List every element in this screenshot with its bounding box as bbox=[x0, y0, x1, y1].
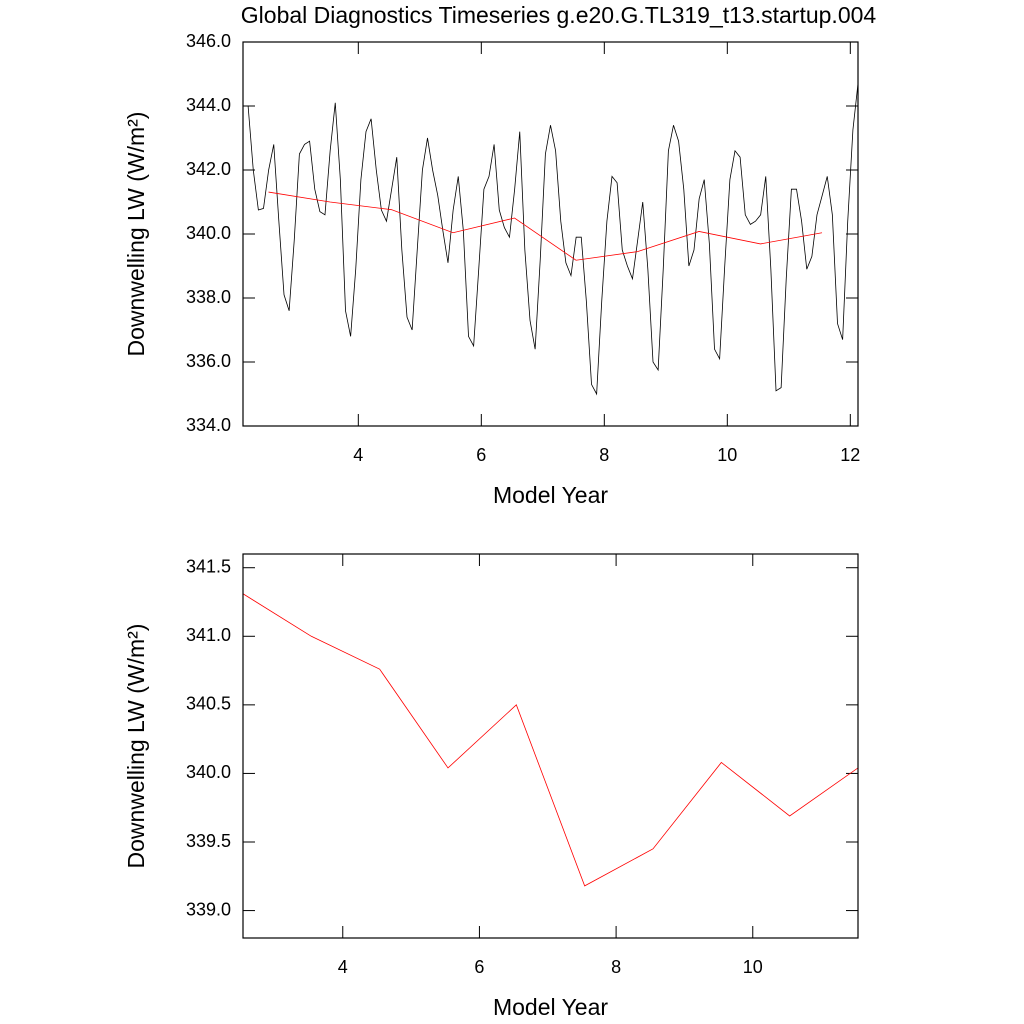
panel: Model Year Downwelling LW (W/m²) 339.0 339.… bbox=[123, 553, 859, 1020]
x-tick-label: 10 bbox=[717, 445, 737, 465]
x-tick-label: 8 bbox=[599, 445, 609, 465]
series-line bbox=[268, 191, 823, 261]
plot-frame bbox=[242, 41, 859, 427]
y-tick-label: 339.5 bbox=[186, 831, 231, 851]
y-tick-label: 340.0 bbox=[186, 762, 231, 782]
y-tick-label: 342.0 bbox=[186, 159, 231, 179]
chart-title: Global Diagnostics Timeseries g.e20.G.TL… bbox=[241, 2, 877, 28]
y-axis-label: Downwelling LW (W/m²) bbox=[123, 624, 149, 869]
y-tick-label: 346.0 bbox=[186, 31, 231, 51]
y-tick-label: 338.0 bbox=[186, 287, 231, 307]
x-tick-label: 10 bbox=[743, 957, 763, 977]
panel: Global Diagnostics Timeseries g.e20.G.TL… bbox=[123, 2, 876, 508]
x-tick-label: 12 bbox=[840, 445, 860, 465]
y-tick-label: 340.0 bbox=[186, 223, 231, 243]
series-line bbox=[243, 83, 858, 396]
y-tick-label: 340.5 bbox=[186, 694, 231, 714]
plot-frame bbox=[242, 553, 859, 939]
x-tick-label: 6 bbox=[476, 445, 486, 465]
y-tick-label: 344.0 bbox=[186, 95, 231, 115]
y-tick-label: 341.5 bbox=[186, 556, 231, 576]
x-tick-label: 4 bbox=[353, 445, 363, 465]
y-tick-label: 341.0 bbox=[186, 625, 231, 645]
x-tick-label: 8 bbox=[611, 957, 621, 977]
x-tick-label: 4 bbox=[338, 957, 348, 977]
x-axis-label: Model Year bbox=[493, 994, 608, 1020]
y-tick-label: 339.0 bbox=[186, 899, 231, 919]
series-line bbox=[243, 593, 858, 887]
y-tick-label: 334.0 bbox=[186, 415, 231, 435]
y-axis-label: Downwelling LW (W/m²) bbox=[123, 112, 149, 357]
x-tick-label: 6 bbox=[474, 957, 484, 977]
x-axis-label: Model Year bbox=[493, 482, 608, 508]
y-tick-label: 336.0 bbox=[186, 351, 231, 371]
